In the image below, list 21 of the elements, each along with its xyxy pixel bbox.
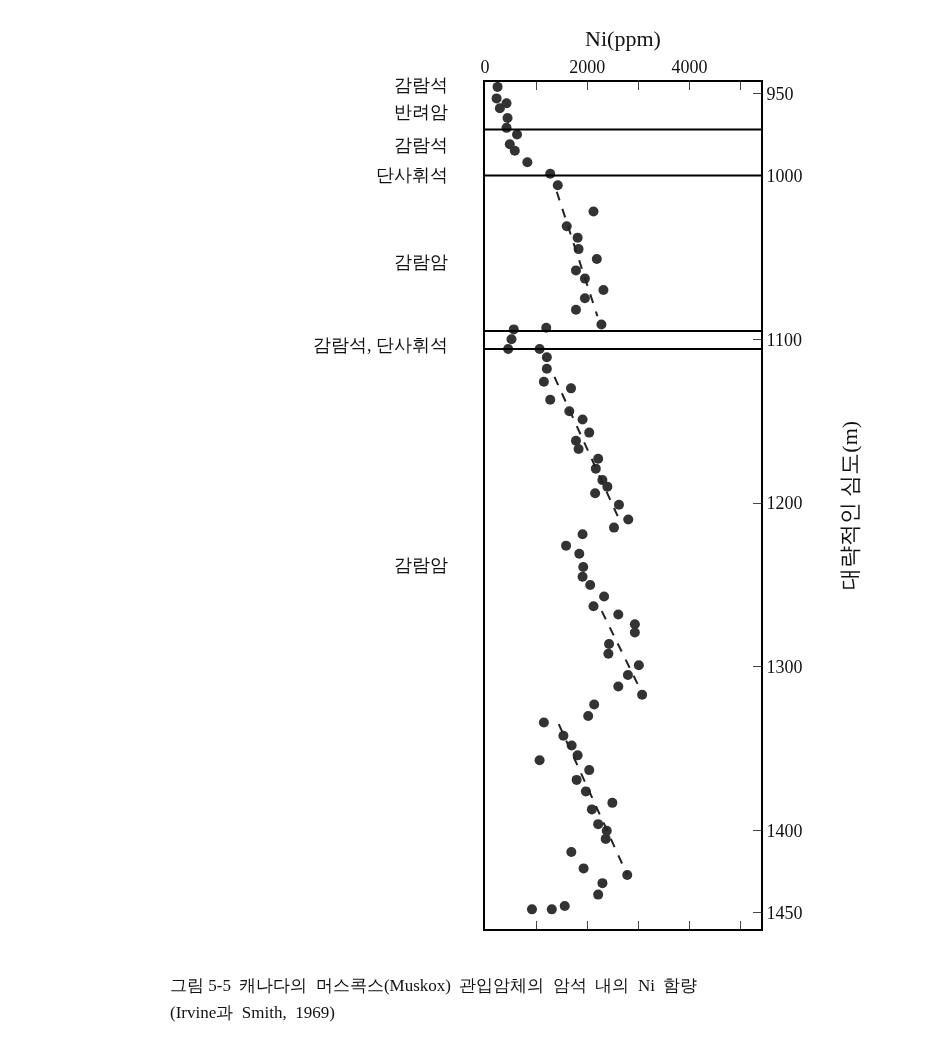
text: 감람암	[394, 252, 448, 272]
y-tick-label: 950	[766, 83, 794, 104]
text: 단사휘석	[376, 165, 448, 185]
x-axis-title: Ni(ppm)	[585, 26, 661, 52]
text: 반려암	[394, 102, 448, 122]
text: 감람석	[394, 75, 448, 95]
y-tick-label: 1300	[766, 657, 803, 678]
x-tick-label: 4000	[671, 56, 708, 77]
text: (Irvine과 Smith, 1969)	[170, 1003, 335, 1022]
y-tick-label: 1450	[766, 902, 803, 923]
y-tick-label: 1000	[766, 165, 803, 186]
text: 감람석	[394, 135, 448, 155]
caption: 그림 5-5 캐나다의 머스콕스(Muskox) 관입암체의 암석 내의 Ni 함량	[170, 976, 698, 995]
x-tick-label: 0	[480, 56, 490, 77]
y-tick-label: 1200	[766, 493, 803, 514]
text: 감람암	[394, 555, 448, 575]
y-tick-label: 1100	[766, 329, 802, 350]
x-tick-label: 2000	[569, 56, 606, 77]
y-axis-title: 대략적인 심도(m)	[837, 420, 862, 591]
y-tick-label: 1400	[766, 821, 803, 841]
text: 감람석, 단사휘석	[313, 335, 448, 355]
